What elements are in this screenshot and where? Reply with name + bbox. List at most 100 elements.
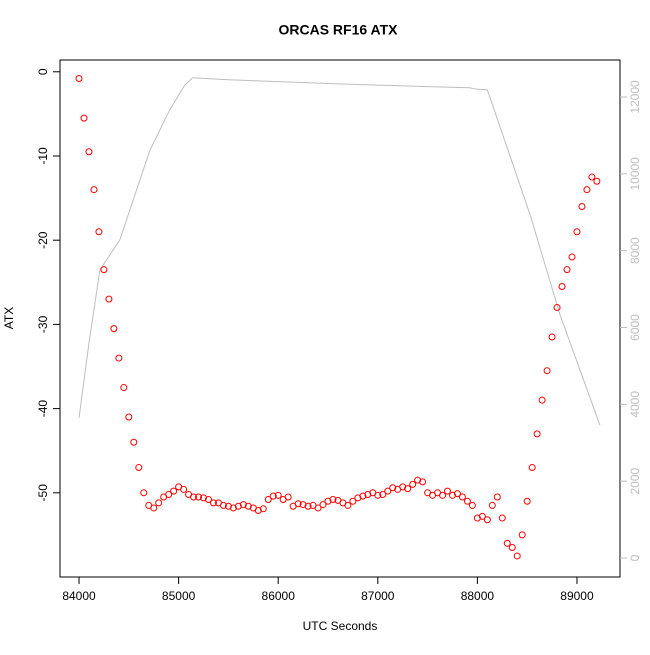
point <box>269 492 277 500</box>
point <box>399 483 407 491</box>
point <box>324 497 332 505</box>
point <box>165 490 173 498</box>
point <box>588 173 596 181</box>
point <box>110 325 118 333</box>
point <box>170 487 178 495</box>
point <box>219 501 227 509</box>
x-tick-label: 85000 <box>162 589 196 603</box>
point <box>568 253 576 261</box>
point <box>404 485 412 493</box>
point <box>100 266 108 274</box>
point <box>254 506 262 514</box>
point <box>379 490 387 498</box>
point <box>155 499 163 507</box>
point <box>578 203 586 211</box>
point <box>389 484 397 492</box>
point <box>414 476 422 484</box>
x-axis-label: UTC Seconds <box>303 619 378 633</box>
y2-tick-label: 12000 <box>628 80 642 114</box>
point <box>299 501 307 509</box>
point <box>75 75 83 83</box>
point <box>195 493 203 501</box>
point <box>483 516 491 524</box>
point <box>533 430 541 438</box>
point <box>95 228 103 236</box>
point <box>125 413 133 421</box>
point <box>553 304 561 312</box>
point <box>444 487 452 495</box>
point <box>513 552 521 560</box>
point <box>294 500 302 508</box>
point <box>473 514 481 522</box>
point <box>209 499 217 507</box>
plot-frame <box>59 59 621 578</box>
point <box>583 186 591 194</box>
point <box>458 493 466 501</box>
y-tick-label: -10 <box>36 147 50 165</box>
y-tick-label: 0 <box>36 68 50 75</box>
x-tick-label: 89000 <box>560 589 594 603</box>
line <box>78 77 601 426</box>
point <box>80 114 88 122</box>
point <box>493 493 501 501</box>
y-tick-label: -50 <box>36 484 50 502</box>
point <box>528 464 536 472</box>
point <box>314 504 322 512</box>
x-tick-label: 84000 <box>62 589 96 603</box>
point <box>478 512 486 520</box>
point <box>349 497 357 505</box>
y-tick-label: -20 <box>36 231 50 249</box>
y-axis-label: ATX <box>2 307 16 329</box>
point <box>200 494 208 502</box>
point <box>518 531 526 539</box>
point <box>468 501 476 509</box>
point <box>409 480 417 488</box>
point <box>115 354 123 362</box>
x-tick-label: 87000 <box>361 589 395 603</box>
point <box>573 228 581 236</box>
point <box>498 514 506 522</box>
point <box>234 502 242 510</box>
y2-tick-label: 10000 <box>628 157 642 191</box>
point <box>448 491 456 499</box>
point <box>538 396 546 404</box>
point <box>558 283 566 291</box>
point <box>304 502 312 510</box>
point <box>264 496 272 504</box>
point <box>419 478 427 486</box>
point <box>364 490 372 498</box>
point <box>359 492 367 500</box>
point <box>439 491 447 499</box>
point <box>563 266 571 274</box>
point <box>548 333 556 341</box>
point <box>508 544 516 552</box>
point <box>150 504 158 512</box>
point <box>120 384 128 392</box>
point <box>503 539 511 547</box>
point <box>140 489 148 497</box>
y-tick-label: -30 <box>36 315 50 333</box>
y2-tick-label: 2000 <box>628 467 642 494</box>
point <box>374 491 382 499</box>
point <box>329 496 337 504</box>
point <box>284 493 292 501</box>
point <box>130 438 138 446</box>
point <box>204 496 212 504</box>
point <box>135 464 143 472</box>
point <box>229 504 237 512</box>
y2-tick-label: 4000 <box>628 391 642 418</box>
y2-tick-label: 8000 <box>628 237 642 264</box>
chart-title: ORCAS RF16 ATX <box>278 22 398 38</box>
point <box>224 502 232 510</box>
y2-tick-label: 6000 <box>628 314 642 341</box>
point <box>543 367 551 375</box>
point <box>523 497 531 505</box>
y-tick-label: -40 <box>36 400 50 418</box>
point <box>344 501 352 509</box>
point <box>453 490 461 498</box>
x-tick-label: 88000 <box>461 589 495 603</box>
point <box>180 485 188 493</box>
point <box>90 186 98 194</box>
point <box>244 502 252 510</box>
